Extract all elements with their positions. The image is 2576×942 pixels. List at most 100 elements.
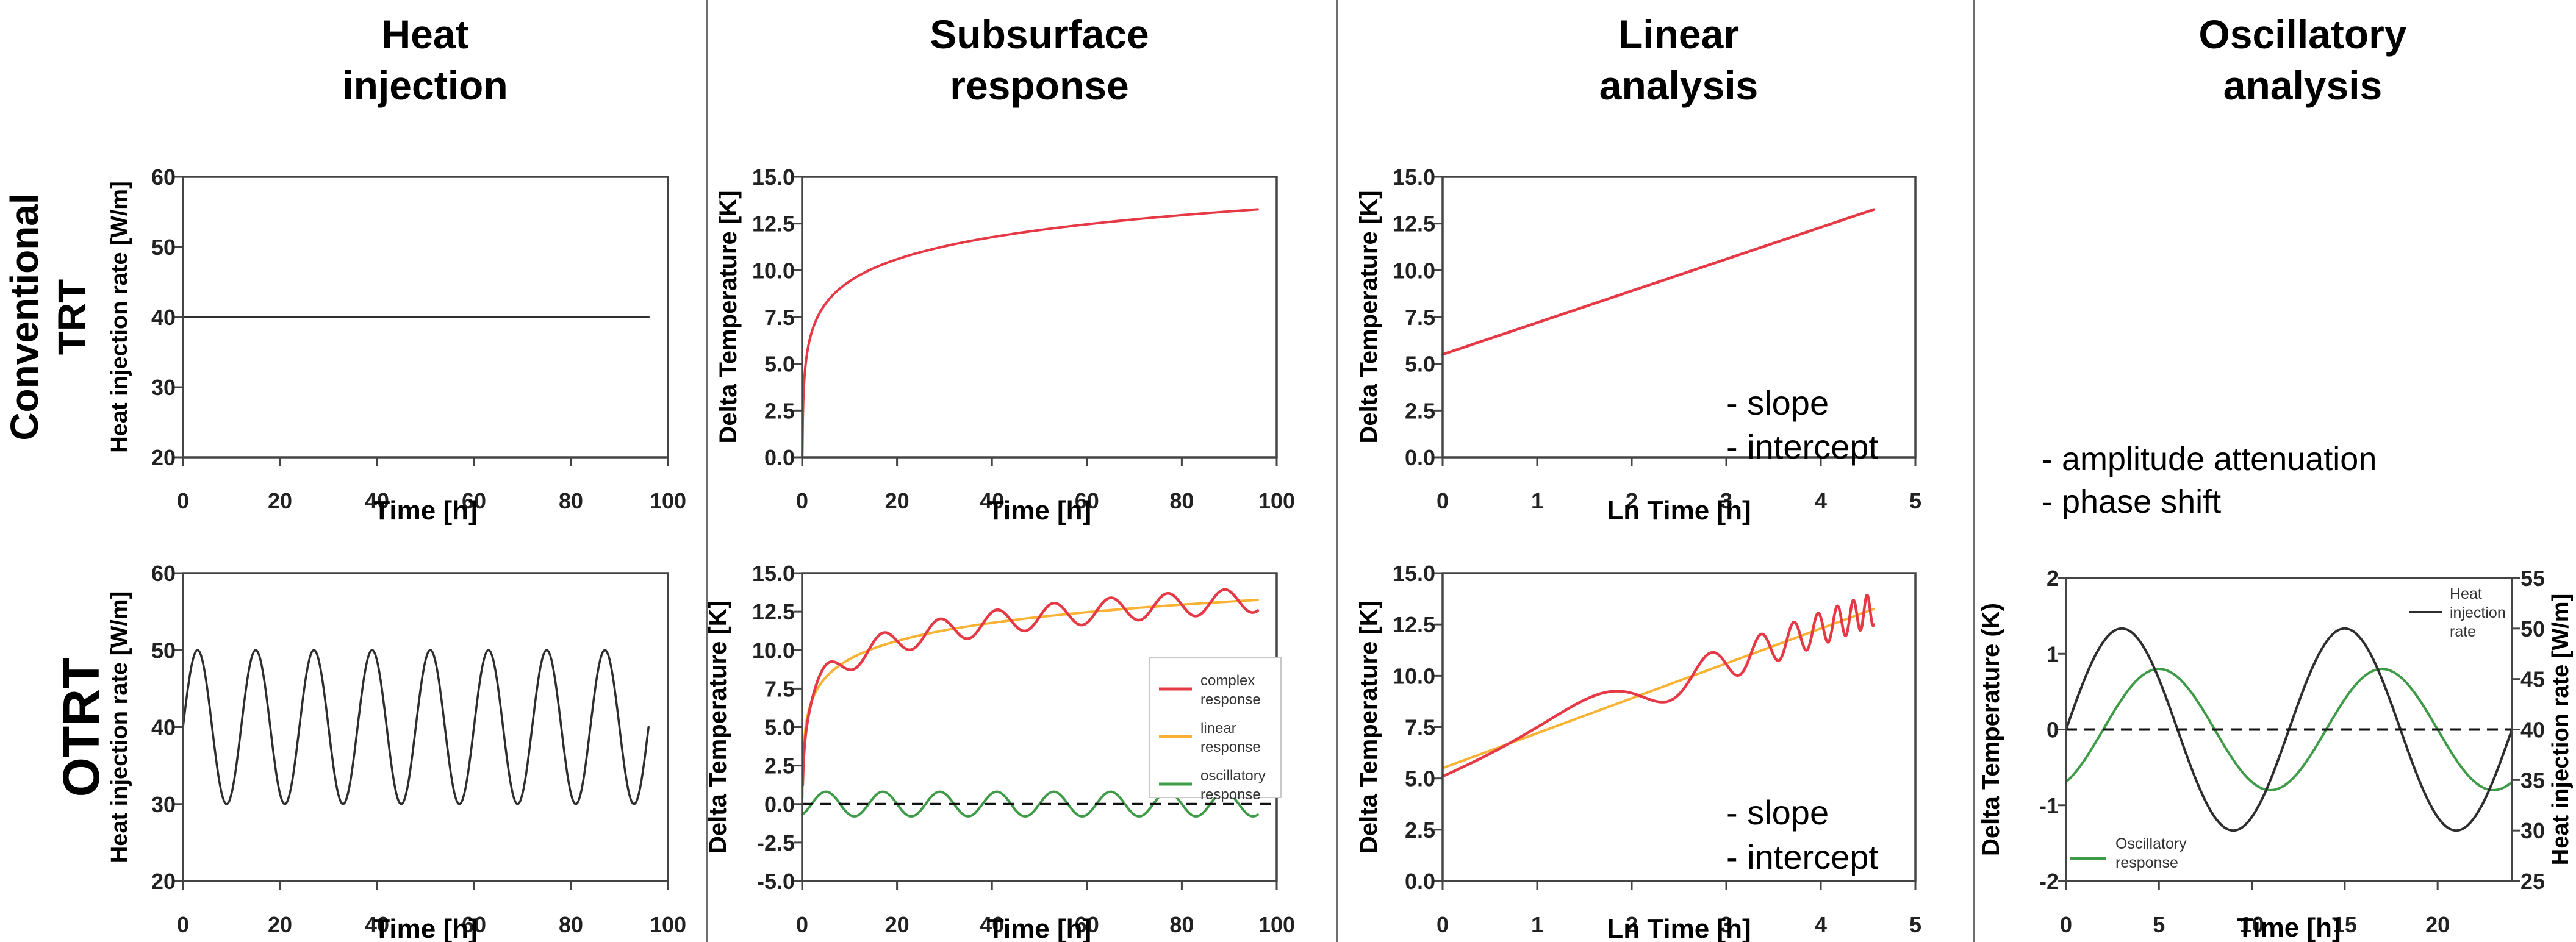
svg-text:5: 5 [1909, 912, 1921, 937]
column-divider-1 [706, 0, 708, 942]
svg-text:40: 40 [365, 912, 389, 937]
svg-text:Time [h]: Time [h] [373, 496, 477, 526]
header-line: injection [342, 63, 508, 108]
chart-otrt-linear-analysis: 0 1 2 3 4 5 0.0 2.5 5.0 7.5 10.0 12.5 15.0 Ln Time [h… [1355, 561, 1921, 942]
chart-conv-linear-analysis: 0 1 2 3 4 5 0.0 2.5 5.0 7.5 10.0 12.5 15.0 Ln Time [h… [1355, 165, 1921, 526]
svg-text:15: 15 [2333, 912, 2357, 937]
svg-text:2: 2 [1626, 488, 1638, 513]
column-divider-2 [1336, 0, 1338, 942]
series-complex-response [1441, 593, 1876, 778]
svg-text:0: 0 [796, 912, 808, 937]
header-line: Heat [381, 12, 469, 57]
svg-text:30: 30 [2520, 818, 2545, 843]
svg-text:complex: complex [1200, 673, 1255, 689]
svg-text:2: 2 [2047, 566, 2059, 591]
svg-text:- slope: - slope [1726, 384, 1829, 422]
svg-text:20: 20 [885, 488, 909, 513]
svg-text:20: 20 [268, 488, 292, 513]
svg-text:7.5: 7.5 [764, 676, 795, 701]
svg-text:45: 45 [2520, 667, 2545, 692]
svg-text:20: 20 [2425, 912, 2450, 937]
chart-conv-subsurface-response: 0 20 40 60 80 100 0.0 2.5 5.0 7.5 10.0 12.5 15.0 Time… [715, 165, 1295, 526]
svg-text:100: 100 [1258, 912, 1295, 937]
svg-text:100: 100 [650, 488, 686, 513]
svg-text:2.5: 2.5 [764, 398, 795, 423]
svg-text:Time [h]: Time [h] [988, 496, 1091, 526]
svg-text:5.0: 5.0 [1405, 766, 1435, 791]
svg-text:response: response [1200, 691, 1261, 708]
header-line: response [950, 63, 1129, 108]
svg-text:10.0: 10.0 [1393, 663, 1435, 688]
svg-text:10: 10 [2240, 912, 2264, 937]
svg-text:80: 80 [559, 488, 583, 513]
svg-text:5.0: 5.0 [764, 715, 795, 740]
svg-text:0: 0 [1437, 488, 1449, 513]
svg-text:response: response [2115, 854, 2178, 871]
svg-text:12.5: 12.5 [752, 599, 795, 624]
column-header-oscillatory-analysis: Oscillatory analysis [2089, 9, 2516, 111]
svg-text:60: 60 [1075, 912, 1099, 937]
svg-text:10.0: 10.0 [752, 638, 795, 663]
svg-text:5: 5 [2153, 912, 2165, 937]
svg-text:80: 80 [1169, 488, 1194, 513]
svg-text:4: 4 [1815, 488, 1827, 513]
svg-text:0: 0 [1437, 912, 1449, 937]
svg-text:- slope: - slope [1726, 793, 1829, 832]
svg-text:5.0: 5.0 [1405, 352, 1435, 377]
svg-text:100: 100 [1258, 488, 1295, 513]
svg-text:response: response [1200, 787, 1261, 803]
svg-text:20: 20 [885, 912, 909, 937]
svg-text:-2.5: -2.5 [757, 830, 795, 855]
svg-text:1: 1 [1531, 912, 1543, 937]
svg-text:rate: rate [2450, 623, 2476, 640]
svg-text:40: 40 [2520, 718, 2545, 743]
svg-text:-2: -2 [2039, 869, 2059, 894]
svg-text:40: 40 [980, 488, 1004, 513]
svg-text:2.5: 2.5 [764, 754, 795, 779]
svg-text:7.5: 7.5 [764, 305, 795, 330]
svg-text:0: 0 [177, 488, 189, 513]
svg-text:15.0: 15.0 [752, 561, 795, 586]
svg-text:Ln Time [h]: Ln Time [h] [1607, 496, 1751, 526]
svg-text:100: 100 [650, 912, 686, 937]
series-oscillatory-response [801, 790, 1259, 818]
svg-text:50: 50 [2520, 616, 2545, 641]
svg-text:Delta Temperature [K]: Delta Temperature [K] [705, 601, 731, 854]
svg-text:30: 30 [151, 375, 176, 400]
svg-text:5: 5 [1909, 488, 1921, 513]
svg-text:40: 40 [980, 912, 1004, 937]
svg-text:15.0: 15.0 [752, 165, 795, 190]
svg-text:linear: linear [1200, 720, 1236, 737]
svg-text:55: 55 [2520, 566, 2545, 591]
svg-text:5.0: 5.0 [764, 352, 795, 377]
svg-text:-5.0: -5.0 [757, 869, 795, 894]
header-line: Oscillatory [2198, 12, 2407, 57]
svg-text:60: 60 [462, 488, 486, 513]
svg-text:Heat injection rate [W/m]: Heat injection rate [W/m] [107, 181, 132, 453]
legend-heat-injection-rate: Heat injection rate [2409, 585, 2506, 640]
svg-text:Time [h]: Time [h] [988, 914, 1091, 942]
svg-text:0.0: 0.0 [1405, 445, 1435, 470]
svg-text:7.5: 7.5 [1405, 305, 1435, 330]
svg-text:12.5: 12.5 [1393, 212, 1435, 237]
svg-text:Delta Temperature [K]: Delta Temperature [K] [1355, 191, 1382, 444]
row-label-conventional-trt-line1: Conventional [2, 193, 46, 440]
row-label-otrt: OTRT [52, 658, 110, 797]
legend-oscillatory-response: Oscillatory response [2070, 835, 2187, 871]
svg-text:Time [h]: Time [h] [2237, 913, 2341, 942]
header-line: Linear [1618, 12, 1740, 57]
svg-text:12.5: 12.5 [752, 212, 795, 237]
header-line: analysis [1599, 63, 1759, 108]
svg-text:15.0: 15.0 [1393, 165, 1435, 190]
svg-text:Delta Temperature [K]: Delta Temperature [K] [1355, 601, 1382, 854]
svg-text:15.0: 15.0 [1393, 561, 1435, 586]
svg-text:10.0: 10.0 [752, 258, 795, 283]
svg-text:40: 40 [151, 305, 176, 330]
svg-text:Heat: Heat [2450, 585, 2482, 602]
legend: complex response linear response oscillatory… [1149, 657, 1282, 803]
plot-frame [801, 176, 1278, 459]
svg-text:0: 0 [2047, 718, 2059, 743]
